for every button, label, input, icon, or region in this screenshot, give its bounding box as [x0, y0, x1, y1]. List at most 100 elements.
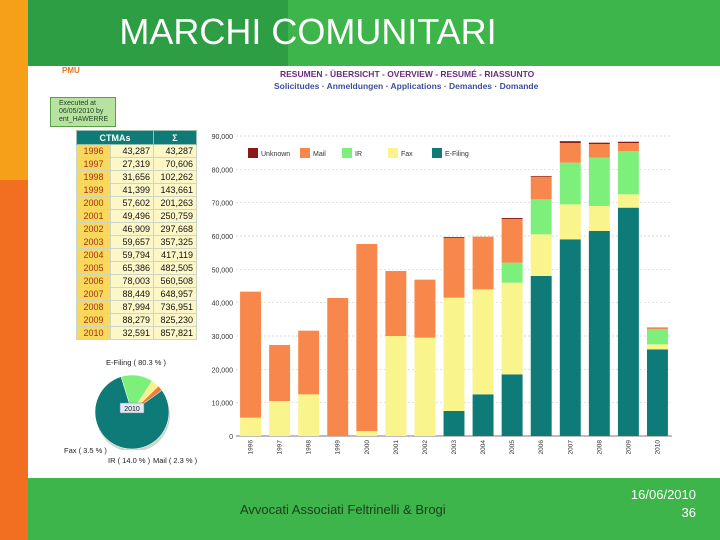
pmu-logo: PMU — [62, 66, 80, 75]
table-cell-year: 2000 — [76, 196, 111, 210]
bar-mail-2000 — [356, 244, 378, 431]
table-cell-cumulative: 102,262 — [153, 170, 197, 184]
table-cell-year: 1998 — [76, 170, 111, 184]
bar-mail-2001 — [385, 271, 407, 336]
table-row: 2010 32,591 857,821 — [76, 326, 197, 340]
table-cell-count: 43,287 — [110, 144, 154, 158]
report-subheading: Solicitudes · Anmeldungen · Applications… — [274, 81, 539, 91]
table-cell-count: 32,591 — [110, 326, 154, 340]
bar-unknown-2003 — [443, 237, 465, 238]
table-cell-year: 2006 — [76, 274, 111, 288]
table-cell-cumulative: 297,668 — [153, 222, 197, 236]
table-header-row: CTMAs Σ — [76, 130, 197, 145]
bar-mail-2009 — [617, 143, 639, 151]
table-cell-cumulative: 201,263 — [153, 196, 197, 210]
table-cell-year: 2008 — [76, 300, 111, 314]
x-tick-label: 1997 — [277, 440, 284, 455]
bar-mail-2002 — [414, 279, 436, 338]
pie-center-box — [119, 402, 145, 414]
bar-ir-2007 — [559, 162, 581, 205]
table-cell-cumulative: 648,957 — [153, 287, 197, 301]
table-cell-count: 65,386 — [110, 261, 154, 275]
legend-swatch-fax — [388, 148, 398, 158]
execution-info-box: Executed at 06/05/2010 by ent_HAWERRE — [50, 97, 116, 127]
footer-bar — [28, 478, 720, 540]
pie-label-mail: Mail ( 2.3 % ) — [153, 456, 198, 465]
bar-fax-1996 — [240, 417, 261, 436]
y-tick-label: 90,000 — [212, 134, 234, 141]
table-header-ctmas: CTMAs — [76, 130, 154, 145]
table-cell-cumulative: 417,119 — [153, 248, 197, 262]
y-tick-label: 20,000 — [212, 367, 234, 374]
bar-unknown-2009 — [617, 141, 639, 143]
bar-ir-2005 — [501, 262, 523, 283]
y-tick-label: 30,000 — [212, 334, 234, 341]
y-tick-label: 70,000 — [212, 201, 234, 208]
table-cell-year: 2009 — [76, 313, 111, 327]
table-row: 1999 41,399 143,661 — [76, 183, 197, 197]
bar-mail-2006 — [530, 176, 552, 200]
bar-efiling-2006 — [530, 276, 552, 436]
bar-efiling-2009 — [617, 207, 639, 436]
left-accent-bottom — [0, 180, 28, 540]
x-tick-label: 2010 — [654, 440, 661, 455]
y-tick-label: 80,000 — [212, 167, 234, 174]
bar-ir-2010 — [647, 329, 668, 345]
legend-swatch-mail — [300, 148, 310, 158]
x-tick-label: 1999 — [335, 440, 342, 455]
table-cell-count: 59,657 — [110, 235, 154, 249]
table-row: 2002 46,909 297,668 — [76, 222, 197, 236]
table-row: 1996 43,287 43,287 — [76, 144, 197, 158]
table-cell-cumulative: 43,287 — [153, 144, 197, 158]
table-cell-year: 2004 — [76, 248, 111, 262]
bar-efiling-2005 — [501, 374, 523, 436]
table-cell-count: 46,909 — [110, 222, 154, 236]
y-tick-label: 60,000 — [212, 234, 234, 241]
table-cell-count: 88,279 — [110, 313, 154, 327]
bar-mail-1997 — [269, 345, 291, 401]
ctma-table: CTMAs Σ 1996 43,287 43,287 1997 27,319 70,606… — [76, 130, 197, 340]
legend-swatch-ir — [342, 148, 352, 158]
pie-label-fax: Fax ( 3.5 % ) — [64, 446, 107, 455]
footer-firm-name: Avvocati Associati Feltrinelli & Brogi — [240, 502, 446, 517]
bar-fax-2001 — [385, 336, 407, 436]
table-cell-count: 78,003 — [110, 274, 154, 288]
x-tick-label: 2000 — [364, 440, 371, 455]
y-tick-label: 0 — [229, 434, 233, 441]
table-cell-year: 2002 — [76, 222, 111, 236]
title-bar-shade — [28, 0, 288, 66]
table-cell-cumulative: 825,230 — [153, 313, 197, 327]
pie-label-efiling: E-Filing ( 80.3 % ) — [106, 358, 167, 367]
slide-title: MARCHI COMUNITARI — [119, 11, 497, 52]
bar-efiling-2007 — [559, 239, 581, 436]
pie-center-label: 2010 — [124, 406, 140, 413]
table-cell-count: 88,449 — [110, 287, 154, 301]
bar-unknown-2005 — [501, 218, 523, 219]
bar-unknown-2006 — [530, 175, 552, 177]
bar-fax-2009 — [617, 194, 639, 208]
table-cell-count: 31,656 — [110, 170, 154, 184]
table-header-sum: Σ — [153, 130, 197, 145]
bar-mail-2005 — [501, 219, 523, 263]
bar-fax-2002 — [414, 337, 436, 436]
bar-fax-2007 — [559, 204, 581, 240]
bar-fax-2008 — [588, 206, 610, 231]
bar-ir-2006 — [530, 199, 552, 235]
bar-mail-1999 — [327, 298, 349, 436]
bar-mail-1998 — [298, 330, 320, 395]
table-row: 2001 49,496 250,759 — [76, 209, 197, 223]
x-tick-label: 2002 — [422, 440, 429, 455]
y-tick-label: 50,000 — [212, 267, 234, 274]
bar-mail-2003 — [443, 238, 465, 298]
table-row: 2008 87,994 736,951 — [76, 300, 197, 314]
table-cell-count: 87,994 — [110, 300, 154, 314]
legend-label-mail: Mail — [313, 151, 326, 158]
x-tick-label: 2009 — [625, 440, 632, 455]
table-row: 1998 31,656 102,262 — [76, 170, 197, 184]
table-cell-cumulative: 357,325 — [153, 235, 197, 249]
legend-label-ir: IR — [355, 151, 362, 158]
table-cell-year: 2007 — [76, 287, 111, 301]
bar-fax-2003 — [443, 297, 465, 411]
table-row: 2005 65,386 482,505 — [76, 261, 197, 275]
x-tick-label: 2005 — [509, 440, 516, 455]
